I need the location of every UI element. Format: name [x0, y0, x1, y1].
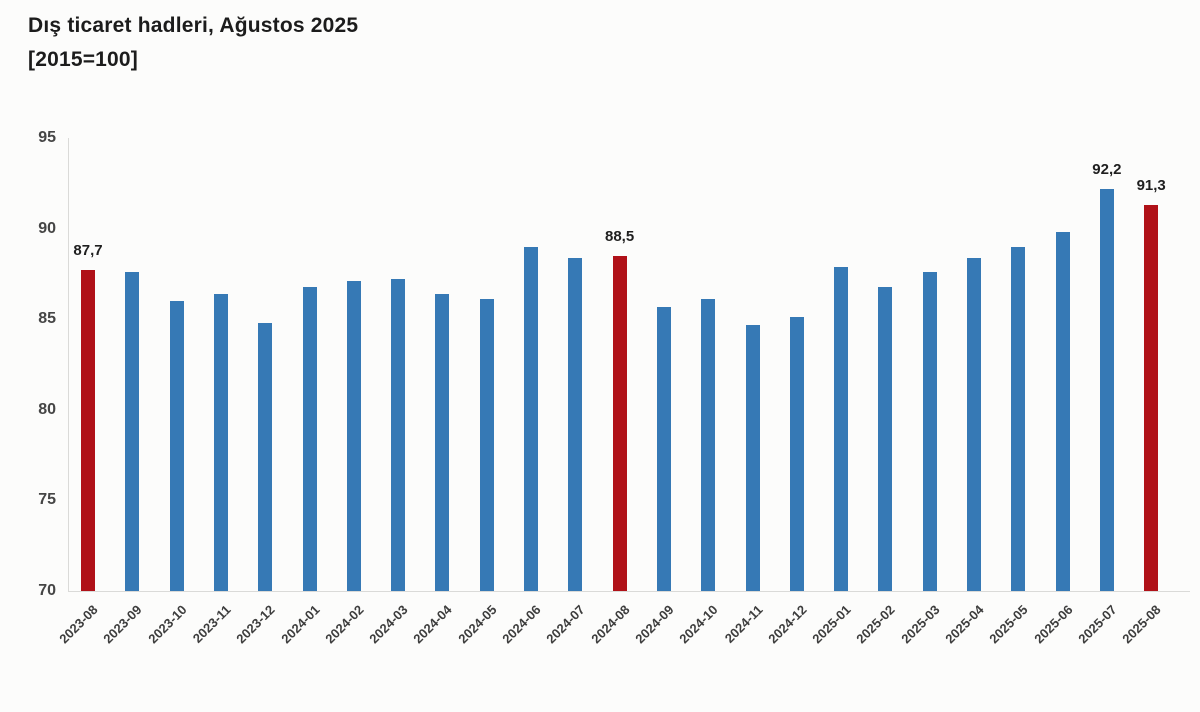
bar-2024-05: [479, 299, 494, 591]
bar-2025-05: [1011, 246, 1026, 591]
bar-2025-01: [834, 266, 849, 591]
x-tick-label-2024-12: 2024-12: [765, 602, 810, 647]
bar-2025-03: [922, 272, 937, 591]
bar-2023-10: [169, 301, 184, 591]
x-tick-label-2024-09: 2024-09: [632, 602, 677, 647]
bar-2025-04: [967, 257, 981, 591]
value-label-2023-08: 87,7: [73, 242, 103, 260]
bar-2024-02: [346, 281, 361, 591]
x-tick-label-2024-01: 2024-01: [277, 602, 323, 647]
x-tick-label-2025-07: 2025-07: [1075, 602, 1120, 647]
value-label-2024-08: 88,5: [604, 227, 635, 245]
y-tick-label: 95: [38, 129, 56, 146]
x-tick-label-2023-10: 2023-10: [144, 602, 190, 647]
bar-2024-07: [568, 257, 583, 591]
y-tick-label: 85: [38, 310, 56, 328]
bar-2023-08: [81, 270, 95, 591]
bar-2024-10: [701, 299, 716, 591]
bar-2023-09: [125, 272, 140, 591]
x-tick-label-2024-07: 2024-07: [543, 602, 588, 647]
bar-2024-04: [435, 293, 450, 591]
bar-2025-06: [1055, 232, 1070, 591]
x-tick-label-2023-08: 2023-08: [56, 602, 101, 647]
bar-2024-06: [524, 246, 538, 591]
x-tick-label-2024-08: 2024-08: [587, 602, 633, 647]
bar-2023-12: [258, 322, 273, 591]
x-axis-line: [68, 591, 1190, 592]
x-tick-label-2025-06: 2025-06: [1030, 602, 1076, 647]
x-tick-label-2024-02: 2024-02: [322, 602, 367, 647]
bar-2024-09: [656, 306, 671, 591]
bar-2023-11: [213, 293, 228, 591]
x-tick-label-2025-01: 2025-01: [809, 602, 854, 647]
x-tick-label-2025-05: 2025-05: [986, 602, 1031, 647]
x-tick-label-2025-03: 2025-03: [897, 602, 943, 647]
bar-2025-07: [1099, 188, 1114, 591]
y-tick-label: 80: [38, 400, 56, 418]
value-label-2025-07: 92,2: [1092, 160, 1122, 178]
value-label-2025-08: 91,3: [1136, 177, 1166, 195]
x-tick-label-2024-03: 2024-03: [366, 602, 411, 647]
y-tick-label: 70: [38, 582, 56, 599]
x-tick-label-2024-11: 2024-11: [721, 602, 766, 646]
x-tick-label-2023-09: 2023-09: [100, 602, 145, 647]
y-tick-label: 75: [38, 491, 56, 509]
bar-2024-03: [391, 279, 406, 591]
x-tick-label-2024-04: 2024-04: [410, 602, 455, 647]
bar-2024-01: [302, 286, 317, 591]
bar-2024-12: [789, 317, 804, 591]
chart-title: Dış ticaret hadleri, Ağustos 2025: [28, 14, 359, 37]
x-tick-label-2024-10: 2024-10: [676, 602, 721, 647]
x-tick-label-2024-06: 2024-06: [499, 602, 544, 647]
bar-2024-11: [745, 324, 760, 591]
x-tick-label-2023-11: 2023-11: [189, 602, 234, 646]
y-axis-line: [68, 138, 69, 592]
x-tick-label-2023-12: 2023-12: [233, 602, 278, 647]
bar-2024-08: [612, 255, 627, 591]
bar-2025-08: [1144, 205, 1159, 591]
y-tick-label: 90: [38, 219, 56, 237]
chart-subtitle: [2015=100]: [28, 48, 139, 71]
x-tick-label-2025-04: 2025-04: [942, 602, 987, 647]
bar-2025-02: [878, 286, 893, 591]
x-tick-label-2025-02: 2025-02: [853, 602, 898, 647]
x-tick-label-2024-05: 2024-05: [454, 602, 500, 647]
x-tick-label-2025-08: 2025-08: [1119, 602, 1164, 647]
